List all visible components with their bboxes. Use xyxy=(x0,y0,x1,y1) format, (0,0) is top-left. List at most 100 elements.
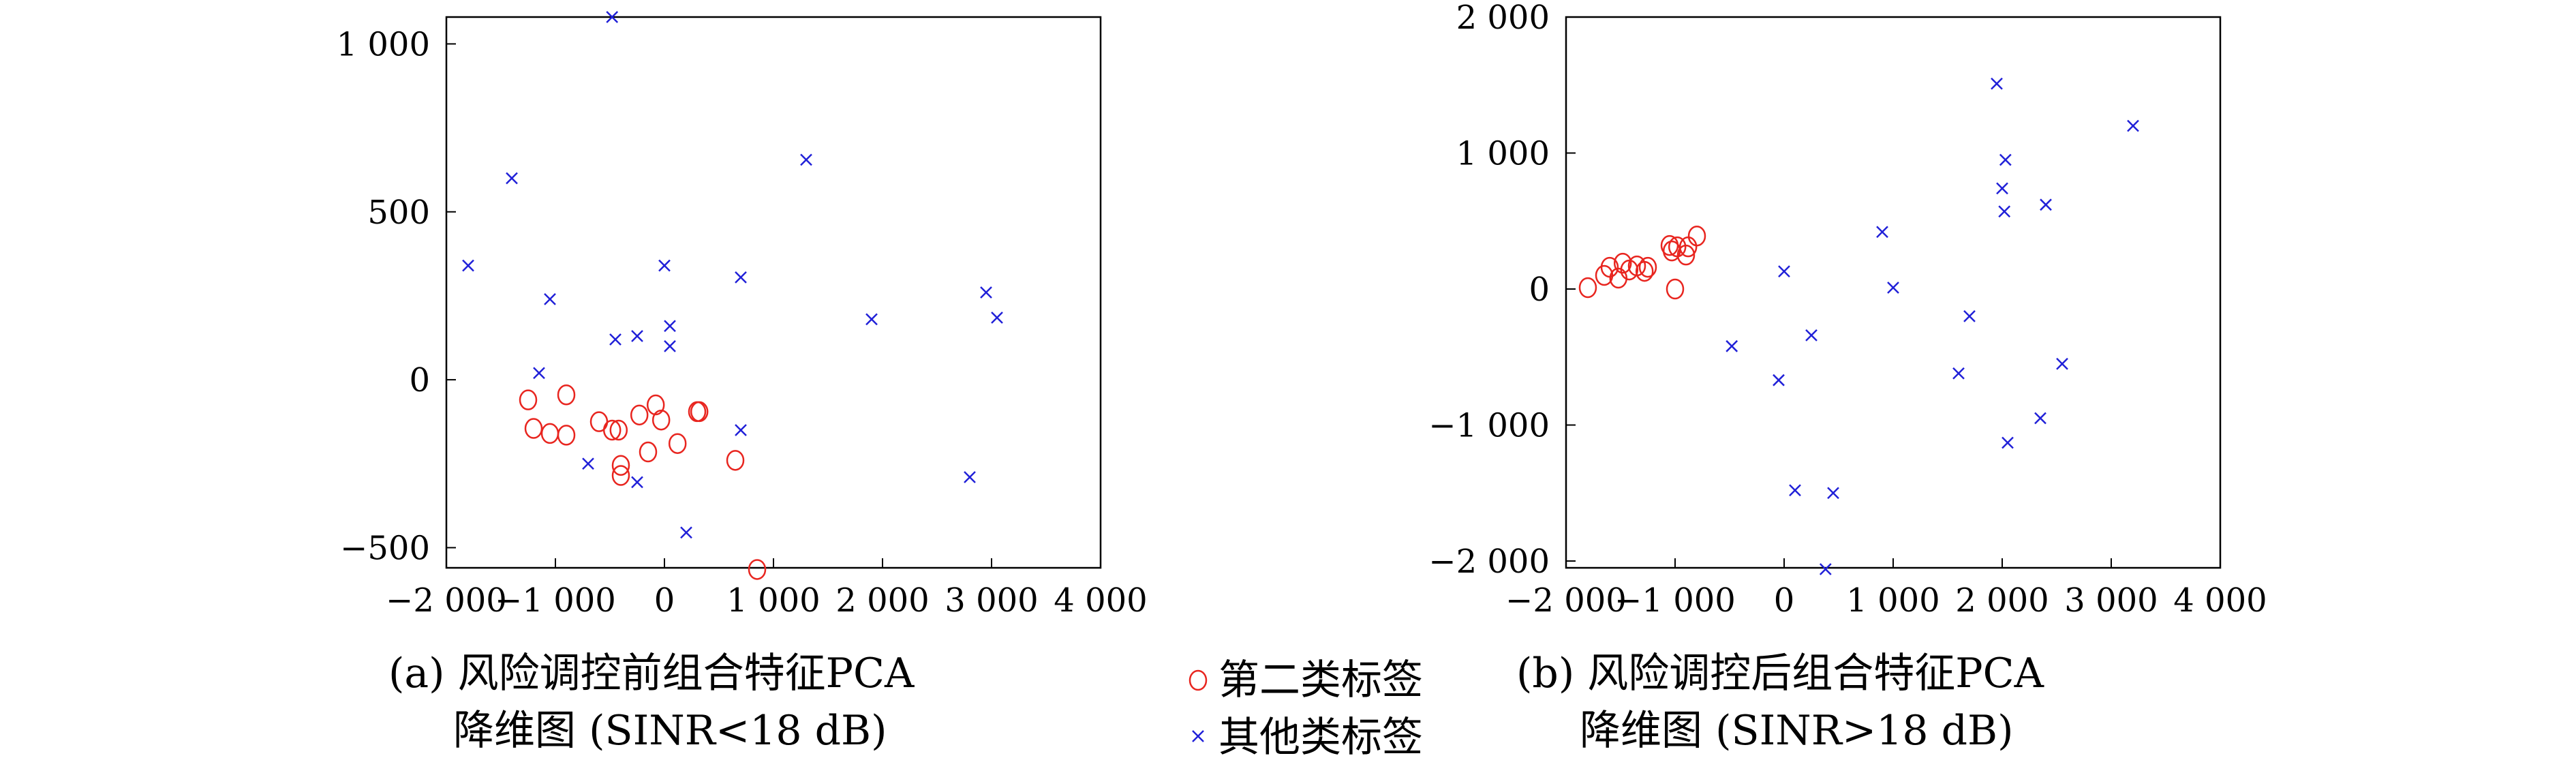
b-cross-point-14 xyxy=(1999,153,2012,166)
a-cross-point-12 xyxy=(680,526,692,539)
a-cross-stroke xyxy=(658,259,671,272)
a-cross-point-15 xyxy=(800,153,812,166)
a-circle-point-12 xyxy=(646,394,665,416)
b-cross-point-12 xyxy=(1996,182,2008,195)
y-tick-label-a: −500 xyxy=(340,529,430,567)
b-cross-point-9 xyxy=(1952,367,1965,380)
b-cross-point-4 xyxy=(1805,329,1818,342)
y-tick-label-b: 2 000 xyxy=(1456,0,1550,37)
legend-cross-stroke xyxy=(1192,730,1204,742)
x-tick-label-a: 0 xyxy=(654,581,675,620)
y-tick-label-a: 500 xyxy=(367,194,430,232)
b-cross-point-17 xyxy=(2040,198,2052,211)
a-circle-point-4 xyxy=(557,425,576,446)
b-cross-point-5 xyxy=(1819,563,1832,575)
a-cross-point-18 xyxy=(980,286,992,299)
a-circle-point-17 xyxy=(726,450,745,471)
b-circle-point-13 xyxy=(1676,244,1696,266)
a-cross-stroke xyxy=(680,526,692,539)
x-tick-label-a: −1 000 xyxy=(495,581,616,620)
a-cross-point-3 xyxy=(544,292,556,305)
b-cross-stroke xyxy=(1726,339,1738,352)
b-circle-point-15 xyxy=(1687,225,1706,247)
a-cross-point-9 xyxy=(658,259,671,272)
a-cross-stroke xyxy=(991,312,1003,324)
a-cross-stroke xyxy=(631,330,643,342)
x-tick-label-a: 4 000 xyxy=(1054,581,1147,620)
a-circle-point-0 xyxy=(519,389,538,410)
caption-a-line1: (a) 风险调控前组合特征PCA xyxy=(388,650,915,697)
x-tick-label-a: −2 000 xyxy=(386,581,507,620)
legend-cross-marker xyxy=(1192,730,1204,742)
a-cross-point-13 xyxy=(735,271,747,284)
a-circle-point-2 xyxy=(540,423,559,444)
ticks-a: −2 000−1 000 0 1 000 2 000 3 000 4 000 −500 0 50… xyxy=(337,25,1148,620)
b-cross-point-13 xyxy=(1998,205,2011,218)
a-cross-point-7 xyxy=(631,330,643,342)
b-cross-point-18 xyxy=(2056,357,2068,370)
b-cross-point-8 xyxy=(1887,282,1899,294)
b-cross-stroke xyxy=(2002,436,2014,449)
b-cross-stroke xyxy=(1827,487,1839,500)
b-cross-point-6 xyxy=(1827,487,1839,500)
b-cross-point-11 xyxy=(1991,77,2003,90)
a-circle-point-8 xyxy=(611,455,630,476)
b-cross-stroke xyxy=(1789,484,1801,497)
a-circle-point-9 xyxy=(611,465,630,486)
x-tick-label-b: 0 xyxy=(1774,581,1795,620)
b-circle-point-7 xyxy=(1635,260,1654,282)
b-cross-stroke xyxy=(1876,226,1888,239)
b-cross-stroke xyxy=(2034,412,2046,425)
plot-frame-a xyxy=(445,16,1102,569)
y-tick-label-a: 1 000 xyxy=(337,25,430,63)
y-tick-label-a: 0 xyxy=(409,361,430,399)
a-circle-point-7 xyxy=(609,419,628,441)
b-cross-stroke xyxy=(2056,357,2068,370)
legend-circle-point-0 xyxy=(1189,669,1208,691)
b-cross-stroke xyxy=(1773,374,1785,386)
panel-b: −2 000−1 000 0 1 000 2 000 3 000 4 000−2 000−… xyxy=(1428,0,2267,755)
legend-cross-point-0 xyxy=(1192,730,1204,742)
a-cross-point-10 xyxy=(664,320,676,333)
x-tick-label-b: −2 000 xyxy=(1505,581,1627,620)
marks-b xyxy=(1578,77,2139,575)
a-cross-point-4 xyxy=(533,367,545,380)
b-cross-stroke xyxy=(2040,198,2052,211)
legend-circle-marker xyxy=(1189,669,1208,691)
legend: 第二类标签 其他类标签 xyxy=(1189,656,1423,761)
a-cross-stroke xyxy=(609,333,622,346)
a-cross-stroke xyxy=(462,259,474,272)
a-cross-stroke xyxy=(582,457,594,470)
ticks-b: −2 000−1 000 0 1 000 2 000 3 000 4 000−2 000−… xyxy=(1428,0,2267,620)
x-tick-label-b: 4 000 xyxy=(2173,581,2267,620)
legend-cross-label: 其他类标签 xyxy=(1218,714,1423,761)
a-cross-stroke xyxy=(664,320,676,333)
b-cross-point-7 xyxy=(1876,226,1888,239)
b-cross-stroke xyxy=(1999,153,2012,166)
b-cross-point-1 xyxy=(1773,374,1785,386)
a-cross-point-16 xyxy=(865,313,878,326)
b-cross-point-10 xyxy=(1963,310,1976,322)
a-cross-stroke xyxy=(980,286,992,299)
a-cross-stroke xyxy=(735,271,747,284)
b-cross-stroke xyxy=(2127,119,2139,132)
a-circle-point-11 xyxy=(639,441,658,463)
marks-a xyxy=(462,11,1003,580)
x-tick-label-a: 1 000 xyxy=(726,581,820,620)
b-cross-point-16 xyxy=(2034,412,2046,425)
y-tick-label-b: −1 000 xyxy=(1428,407,1550,445)
x-tick-label-b: 2 000 xyxy=(1955,581,2049,620)
x-tick-label-b: 3 000 xyxy=(2064,581,2158,620)
x-tick-label-a: 2 000 xyxy=(835,581,929,620)
b-cross-point-2 xyxy=(1778,265,1790,277)
y-tick-label-b: −2 000 xyxy=(1428,543,1550,581)
a-cross-stroke xyxy=(533,367,545,380)
b-circle-point-0 xyxy=(1578,277,1597,299)
b-cross-point-0 xyxy=(1726,339,1738,352)
a-cross-point-14 xyxy=(735,424,747,436)
a-circle-point-3 xyxy=(557,384,576,406)
a-circle-point-6 xyxy=(602,419,622,441)
a-cross-point-6 xyxy=(609,333,622,346)
a-circle-point-1 xyxy=(524,418,543,439)
